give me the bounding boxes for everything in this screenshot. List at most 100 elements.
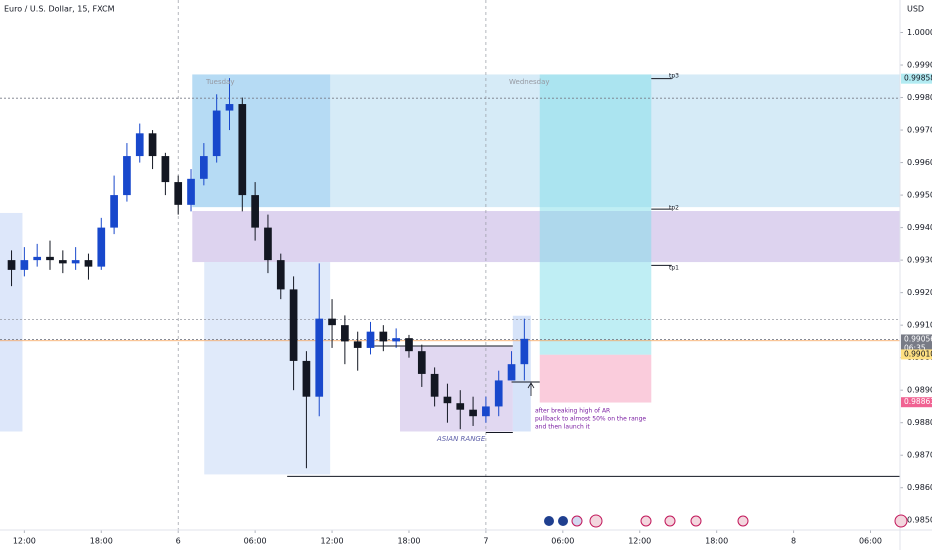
zone	[0, 212, 23, 432]
session-label: Wednesday	[509, 78, 550, 86]
event-icon[interactable]	[640, 515, 652, 527]
y-tick-label: 0.98700	[907, 451, 932, 460]
candle-body	[135, 133, 144, 157]
candle-body	[341, 325, 349, 342]
price-tag-label: 0.98863	[904, 397, 932, 406]
event-icons	[544, 514, 908, 528]
candle-body	[379, 331, 388, 342]
y-tick-label: 1.00000	[907, 28, 932, 37]
event-icon[interactable]	[544, 516, 554, 526]
candle-body	[328, 318, 336, 326]
event-icon[interactable]	[571, 515, 583, 527]
zone	[512, 315, 531, 432]
countdown: 06:35	[904, 343, 926, 352]
zone	[204, 262, 331, 475]
tp-label: tp3	[669, 73, 679, 80]
candle-body	[494, 380, 503, 407]
x-tick-label: 18:00	[90, 537, 113, 546]
candle-body	[187, 178, 195, 205]
price-tag	[901, 349, 932, 360]
candle-body	[302, 360, 311, 397]
session-label: Tuesday	[205, 78, 234, 86]
y-tick-label: 0.98800	[907, 418, 932, 427]
y-tick-label: 0.99600	[907, 158, 932, 167]
candle-body	[417, 351, 426, 374]
candle-body	[507, 364, 516, 381]
note-arrow	[527, 382, 535, 396]
y-tick-label: 0.99500	[907, 191, 932, 200]
x-tick-label: 18:00	[397, 537, 420, 546]
price-tag	[901, 334, 932, 354]
price-tag	[901, 397, 932, 408]
x-tick-label: 12:00	[628, 537, 651, 546]
x-tick-label: 06:00	[859, 537, 882, 546]
tp-label: tp2	[669, 205, 679, 212]
candle-body	[84, 260, 93, 267]
event-icon[interactable]	[664, 515, 676, 527]
chart-title: Euro / U.S. Dollar, 15, FXCM	[4, 5, 115, 14]
price-tag-label: 0.99858	[904, 74, 932, 83]
y-tick-label: 0.99200	[907, 288, 932, 297]
x-tick-label: 12:00	[13, 537, 36, 546]
candle-body	[264, 227, 272, 261]
candles	[7, 78, 529, 469]
event-icon[interactable]	[690, 515, 702, 527]
grid	[0, 0, 903, 533]
candle-body	[161, 156, 170, 183]
candle-body	[123, 156, 131, 196]
candle-body	[315, 318, 324, 397]
event-icon[interactable]	[737, 515, 749, 527]
event-icon[interactable]	[558, 516, 568, 526]
candle-body	[443, 396, 452, 404]
candle-body	[7, 260, 16, 270]
range-label: ASIAN RANGE	[436, 435, 486, 443]
candle-body	[58, 260, 67, 264]
zones	[0, 74, 901, 475]
tp-label: tp1	[669, 265, 679, 272]
candle-body	[46, 256, 54, 261]
note: after breaking high of AR	[535, 408, 610, 415]
note: and then launch it	[535, 424, 590, 431]
candle-body	[430, 373, 439, 397]
price-tag-label: 0.99010	[904, 349, 932, 358]
candle-body	[174, 182, 183, 205]
drawings	[287, 78, 900, 477]
y-tick-label: 0.98500	[907, 516, 932, 525]
x-tick-label: 06:00	[244, 537, 267, 546]
y-tick-label: 0.98900	[907, 386, 932, 395]
x-tick-label: 8	[791, 537, 796, 546]
candle-body	[276, 260, 285, 290]
zone	[539, 74, 652, 355]
candle-body	[405, 338, 413, 352]
candle-body	[456, 403, 465, 410]
y-tick-label: 0.99700	[907, 126, 932, 135]
y-tick-label: 0.99900	[907, 61, 932, 70]
candle-body	[366, 331, 375, 348]
candle-body	[71, 260, 80, 264]
x-tick-label: 6	[176, 537, 181, 546]
event-icon[interactable]	[894, 514, 908, 528]
currency: USD	[907, 5, 924, 14]
candle-body	[110, 195, 118, 228]
candle-body	[353, 341, 362, 348]
y-tick-label: 0.99300	[907, 256, 932, 265]
candle-body	[392, 338, 400, 342]
candle-body	[97, 227, 106, 267]
event-icon[interactable]	[589, 514, 603, 528]
candle-body	[212, 110, 221, 157]
y-tick-label: 0.99800	[907, 93, 932, 102]
x-tick-label: 18:00	[705, 537, 728, 546]
zone	[539, 354, 652, 403]
x-tick-label: 06:00	[551, 537, 574, 546]
x-tick-label: 12:00	[321, 537, 344, 546]
candle-body	[20, 260, 29, 270]
y-tick-label: 0.99400	[907, 223, 932, 232]
candle-body	[238, 104, 247, 196]
candle-body	[520, 338, 529, 365]
price-tag	[901, 73, 932, 84]
candle-body	[469, 409, 477, 417]
y-tick-label: 0.99100	[907, 321, 932, 330]
x-tick-label: 7	[483, 537, 488, 546]
price-tag-label: 0.99056	[904, 334, 932, 343]
